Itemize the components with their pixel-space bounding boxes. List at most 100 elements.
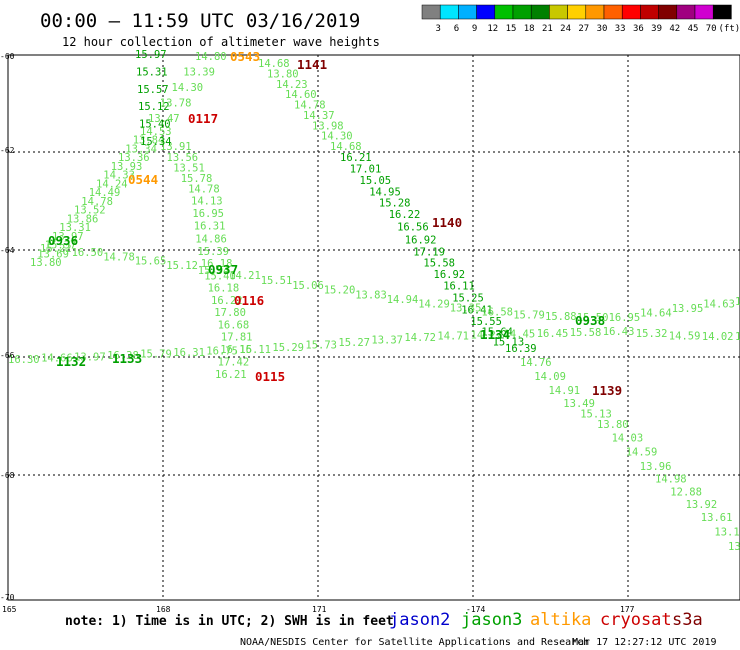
pass-time-label: 1133 bbox=[112, 351, 142, 366]
swh-value: 16.22 bbox=[211, 295, 243, 307]
legend-label: 18 bbox=[524, 24, 535, 34]
legend-swatch bbox=[476, 4, 496, 20]
swh-value: 15.29 bbox=[272, 342, 304, 354]
swh-value: 15.34 bbox=[140, 136, 172, 148]
swh-value: 14.30 bbox=[172, 82, 204, 94]
y-tick-label: -70 bbox=[0, 593, 15, 602]
satellite-name: cryosat bbox=[600, 610, 672, 630]
swh-value: 13.78 bbox=[160, 98, 192, 110]
legend-swatch bbox=[567, 4, 587, 20]
swh-value: 17.01 bbox=[350, 163, 382, 175]
swh-value: 14.78 bbox=[81, 196, 113, 208]
swh-value: 13.18 bbox=[714, 526, 740, 538]
swh-value: 15.11 bbox=[239, 344, 271, 356]
legend-label: 21 bbox=[542, 24, 553, 34]
swh-value: 15.12 bbox=[138, 101, 170, 113]
swh-value: 16.31 bbox=[173, 347, 205, 359]
swh-value: 17.42 bbox=[218, 357, 250, 369]
swh-value: 13.39 bbox=[183, 67, 215, 79]
legend-swatch bbox=[549, 4, 568, 20]
swh-value: 17.19 bbox=[413, 247, 445, 259]
grid-lines bbox=[8, 54, 740, 601]
legend-swatch bbox=[621, 4, 641, 20]
swh-value: 15.28 bbox=[379, 198, 411, 210]
swh-value: 16.39 bbox=[505, 343, 537, 355]
y-tick-label: -60 bbox=[0, 52, 15, 61]
legend-swatch bbox=[712, 4, 732, 20]
satellite-name: jason3 bbox=[461, 610, 522, 630]
swh-value: 13.98 bbox=[312, 120, 344, 132]
legend-swatch bbox=[658, 4, 678, 20]
pass-time-label: 0544 bbox=[128, 172, 158, 187]
swh-value: 16.18 bbox=[201, 258, 233, 270]
swh-value: 13.93 bbox=[111, 161, 143, 173]
swh-value: 15.88 bbox=[545, 311, 577, 323]
swh-value: 15.20 bbox=[324, 285, 356, 297]
swh-value: 15.39 bbox=[197, 246, 229, 258]
legend-label: 36 bbox=[633, 24, 644, 34]
swh-value: 14.66 bbox=[41, 353, 73, 365]
swh-value: 13.31 bbox=[59, 222, 91, 234]
swh-value: 16.45 bbox=[537, 328, 569, 340]
swh-value: 15.97 bbox=[135, 49, 167, 61]
swh-value: 13.36 bbox=[118, 152, 150, 164]
swh-value: 14.30 bbox=[321, 131, 353, 143]
legend-label: 9 bbox=[472, 24, 477, 34]
swh-value: 16.18 bbox=[208, 283, 240, 295]
pass-time-label: 0937 bbox=[208, 262, 238, 277]
swh-value: 14.63 bbox=[703, 299, 735, 311]
y-tick-label: -68 bbox=[0, 471, 15, 480]
swh-value: 13.96 bbox=[640, 461, 672, 473]
swh-value: 13.86 bbox=[67, 213, 99, 225]
map-subtitle: 12 hour collection of altimeter wave hei… bbox=[62, 35, 380, 49]
swh-value: 15.51 bbox=[261, 275, 293, 287]
swh-value: 14.78 bbox=[188, 183, 220, 195]
pass-time-label: 1140 bbox=[432, 215, 462, 230]
swh-value: 15.12 bbox=[166, 260, 198, 272]
swh-value: 16.75 bbox=[206, 346, 238, 358]
swh-value: 16.21 bbox=[340, 152, 372, 164]
swh-value: 14.03 bbox=[612, 433, 644, 445]
swh-value: 13.47 bbox=[148, 113, 180, 125]
legend-label: 39 bbox=[651, 24, 662, 34]
swh-value: 13.80 bbox=[30, 257, 62, 269]
swh-value: 16.31 bbox=[194, 221, 226, 233]
swh-value: 13.80 bbox=[267, 68, 299, 80]
legend-label: 30 bbox=[597, 24, 608, 34]
pass-time-label: 1141 bbox=[297, 57, 327, 72]
swh-value: 14.59 bbox=[669, 330, 701, 342]
pass-time-label: 0938 bbox=[575, 313, 605, 328]
pass-time-label: 0117 bbox=[188, 111, 218, 126]
swh-value: 15.05 bbox=[360, 175, 392, 187]
swh-value: 15.58 bbox=[570, 327, 602, 339]
swh-value: 16.21 bbox=[215, 369, 247, 381]
y-tick-label: -62 bbox=[0, 146, 15, 155]
y-tick-label: -64 bbox=[0, 246, 15, 255]
swh-value: 13.52 bbox=[74, 205, 106, 217]
swh-value: 14.37 bbox=[303, 110, 335, 122]
swh-value: 14.98 bbox=[655, 474, 687, 486]
pass-time-label: 1132 bbox=[56, 354, 86, 369]
swh-value: 13.37 bbox=[371, 335, 403, 347]
swh-value: 16.38 bbox=[107, 350, 139, 362]
swh-value: 14.64 bbox=[640, 307, 672, 319]
swh-value: 16.92 bbox=[405, 234, 437, 246]
swh-value: 17.81 bbox=[221, 332, 253, 344]
swh-value: 14.72 bbox=[404, 332, 436, 344]
pass-time-label: 0115 bbox=[255, 369, 285, 384]
swh-value: 15.79 bbox=[513, 310, 545, 322]
legend-swatch bbox=[458, 4, 477, 20]
swh-value: 15.13 bbox=[580, 409, 612, 421]
swh-value: 16.11 bbox=[443, 280, 475, 292]
swh-value: 14.78 bbox=[103, 251, 135, 263]
swh-value: 13.51 bbox=[173, 163, 205, 175]
swh-value: 13.49 bbox=[563, 398, 595, 410]
swh-value: 14.76 bbox=[520, 357, 552, 369]
swh-value: 15.25 bbox=[452, 292, 484, 304]
legend-label: 27 bbox=[578, 24, 589, 34]
swh-value: 15.22 bbox=[40, 243, 72, 255]
swh-value: 16.95 bbox=[609, 312, 641, 324]
swh-value: 14.02 bbox=[702, 331, 734, 343]
swh-value: 13.35 bbox=[450, 303, 482, 315]
